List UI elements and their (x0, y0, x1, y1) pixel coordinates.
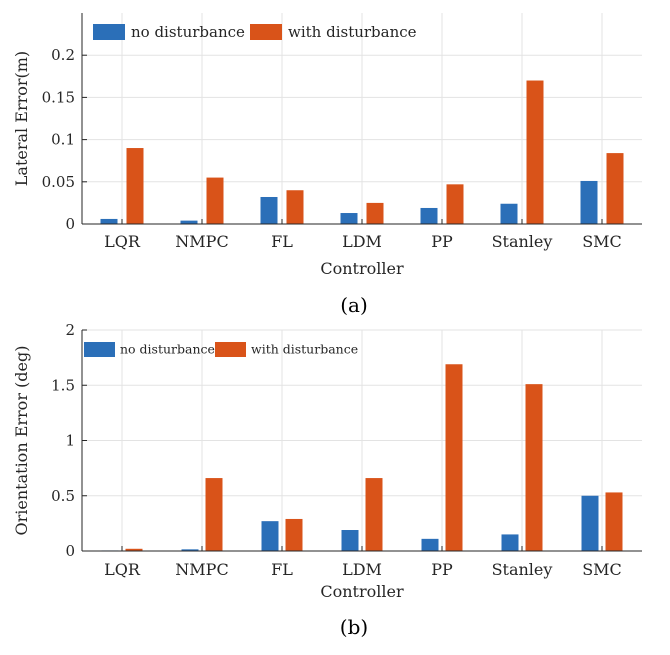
legend-swatch-no-disturbance (84, 342, 115, 357)
bar-with-disturbance-nmpc (206, 177, 224, 224)
bar-with-disturbance-stanley (526, 80, 544, 225)
x-tick-label: SMC (582, 560, 622, 579)
bar-no-disturbance-fl (261, 521, 279, 551)
x-tick-label: Stanley (492, 560, 553, 579)
x-axis-label: Controller (320, 259, 404, 278)
bar-with-disturbance-smc (605, 492, 623, 551)
bar-no-disturbance-stanley (500, 203, 518, 224)
x-tick-label: FL (271, 232, 293, 251)
bar-with-disturbance-stanley (525, 384, 543, 551)
y-axis-label: Orientation Error (deg) (12, 346, 31, 536)
legend-label-no-disturbance: no disturbance (120, 342, 215, 357)
figure-caption: (b) (340, 615, 368, 639)
legend-swatch-with-disturbance (250, 24, 282, 40)
y-axis-label: Lateral Error(m) (12, 51, 31, 186)
legend-label-with-disturbance: with disturbance (288, 23, 417, 41)
y-tick-label: 0 (65, 542, 75, 560)
y-tick-label: 1 (65, 432, 75, 450)
bar-with-disturbance-pp (446, 184, 464, 224)
bar-with-disturbance-smc (606, 153, 624, 224)
bar-with-disturbance-lqr (125, 548, 143, 551)
x-tick-label: PP (431, 232, 453, 251)
bar-with-disturbance-nmpc (205, 478, 223, 551)
legend-label-no-disturbance: no disturbance (131, 23, 245, 41)
legend-swatch-no-disturbance (93, 24, 125, 40)
bar-with-disturbance-fl (285, 518, 303, 551)
x-tick-label: NMPC (175, 232, 228, 251)
y-tick-label: 1.5 (51, 376, 75, 394)
bar-with-disturbance-pp (445, 364, 463, 551)
bar-no-disturbance-pp (420, 207, 438, 224)
bar-no-disturbance-lqr (100, 218, 118, 224)
bar-with-disturbance-ldm (366, 202, 384, 224)
y-tick-label: 0 (65, 215, 75, 233)
bar-no-disturbance-stanley (501, 534, 519, 551)
legend: no disturbance with disturbance (84, 342, 358, 357)
bar-with-disturbance-fl (286, 190, 304, 224)
bar-with-disturbance-ldm (365, 478, 383, 551)
y-tick-label: 0.1 (51, 131, 75, 149)
x-tick-label: NMPC (175, 560, 228, 579)
x-tick-label: SMC (582, 232, 622, 251)
bar-no-disturbance-ldm (340, 213, 358, 224)
x-tick-label: Stanley (492, 232, 553, 251)
y-tick-label: 0.5 (51, 487, 75, 505)
bar-no-disturbance-pp (421, 538, 439, 551)
y-tick-label: 0.05 (42, 173, 75, 191)
x-tick-label: FL (271, 560, 293, 579)
bar-no-disturbance-smc (580, 180, 598, 224)
bar-no-disturbance-nmpc (180, 220, 198, 224)
x-tick-label: LQR (104, 232, 141, 251)
figure-caption: (a) (340, 293, 368, 317)
bar-no-disturbance-ldm (341, 530, 359, 551)
legend-label-with-disturbance: with disturbance (251, 342, 358, 357)
x-tick-label: LDM (342, 232, 382, 251)
bar-no-disturbance-nmpc (181, 549, 199, 551)
x-tick-label: PP (431, 560, 453, 579)
x-axis-label: Controller (320, 582, 404, 601)
legend-swatch-with-disturbance (215, 342, 246, 357)
y-tick-label: 0.15 (42, 88, 75, 106)
bar-no-disturbance-smc (581, 495, 599, 551)
x-tick-label: LQR (104, 560, 141, 579)
bar-with-disturbance-lqr (126, 148, 144, 224)
x-tick-label: LDM (342, 560, 382, 579)
y-tick-label: 0.2 (51, 46, 75, 64)
bar-no-disturbance-fl (260, 196, 278, 224)
chart-a: 0 0.05 0.1 0.15 0.2 LQR NMPC FL LDM PP Stanley SMC C… (12, 13, 642, 317)
chart-b: 0 0.5 1 1.5 2 LQR NMPC FL LDM PP Stanley SMC Control… (12, 321, 642, 639)
y-tick-label: 2 (65, 321, 75, 339)
legend: no disturbance with disturbance (93, 23, 417, 41)
